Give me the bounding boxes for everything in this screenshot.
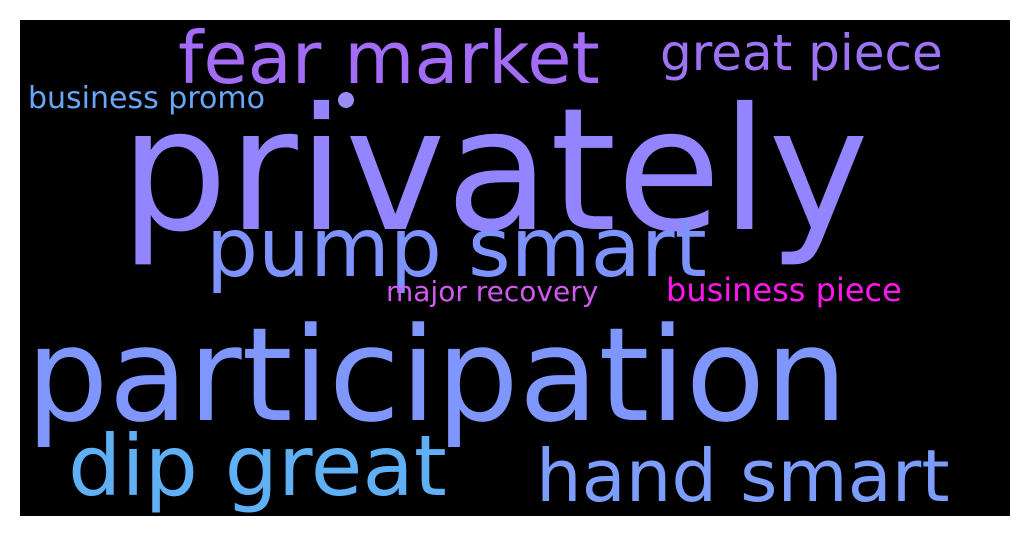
word-pump-smart: pump smart [206,201,707,296]
word-great-piece: great piece [660,24,943,82]
word-hand-smart: hand smart [536,434,950,516]
word-fear-market: fear market [178,20,600,100]
word-business-piece: business piece [666,271,902,309]
word-participation: participation [26,299,848,451]
word-business-promo: business promo [28,81,265,116]
word-major-recovery: major recovery [386,275,599,308]
word-privately: privately [120,72,869,270]
word-dip-great: dip great [68,417,447,515]
dot-mark [338,92,354,108]
wordcloud-canvas: fear market great piece business promo p… [20,20,1010,516]
